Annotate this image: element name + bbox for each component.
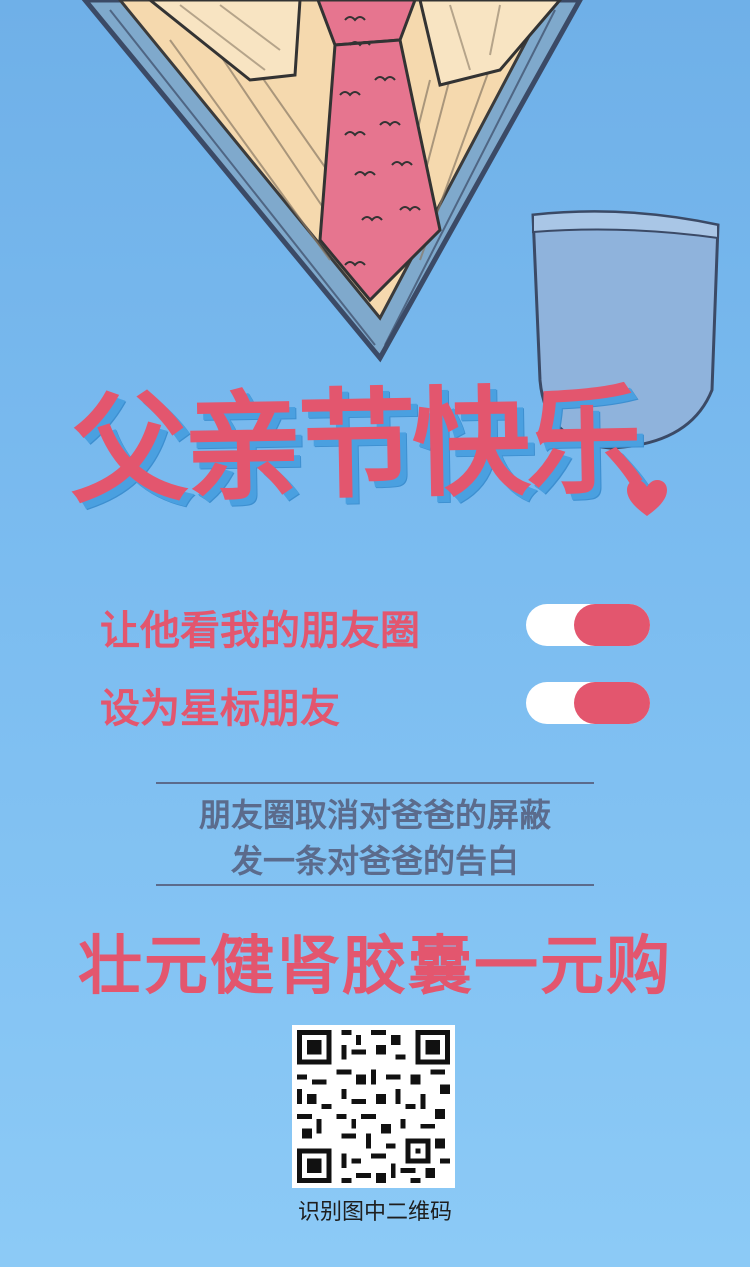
qr-code[interactable] <box>292 1025 455 1188</box>
message-line-2: 发一条对爸爸的告白 <box>230 842 519 880</box>
moments-toggle[interactable] <box>526 604 650 646</box>
message-line-1: 朋友圈取消对爸爸的屏蔽 <box>198 796 551 834</box>
divider-top <box>156 782 594 784</box>
toggle-knob <box>574 682 650 724</box>
toggle-label-moments: 让他看我的朋友圈 <box>100 608 420 654</box>
divider-bottom <box>156 884 594 886</box>
promo-headline: 壮元健肾胶囊一元购 <box>78 930 672 1004</box>
toggle-label-star-friend: 设为星标朋友 <box>100 686 340 732</box>
heart-icon <box>627 480 667 516</box>
qr-caption: 识别图中二维码 <box>297 1200 452 1225</box>
toggle-knob <box>574 604 650 646</box>
page-title: 父亲节快乐 <box>68 371 642 520</box>
star-friend-toggle[interactable] <box>526 682 650 724</box>
